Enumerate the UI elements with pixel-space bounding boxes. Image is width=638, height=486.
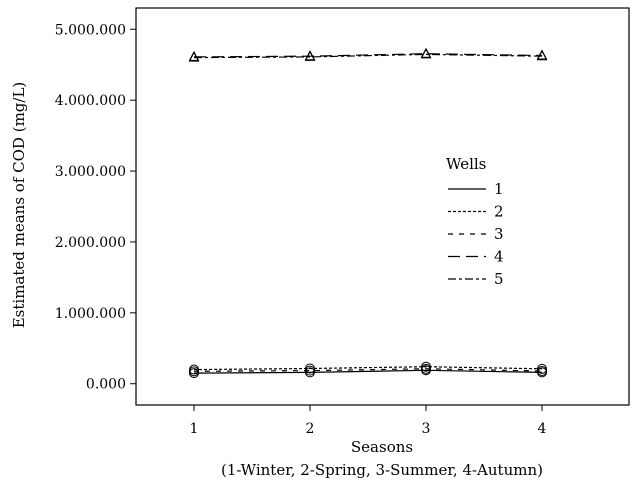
y-tick-label: 1.000.000 xyxy=(55,306,126,322)
data-point xyxy=(536,50,548,61)
legend-label: 2 xyxy=(494,203,504,221)
x-tick-label: 4 xyxy=(538,421,547,437)
y-tick-label: 2.000.000 xyxy=(55,235,126,251)
y-tick-label: 5.000.000 xyxy=(55,22,126,38)
x-axis-label: Seasons xyxy=(351,438,413,456)
legend-label: 3 xyxy=(494,225,504,243)
x-tick-label: 1 xyxy=(190,421,199,437)
data-point xyxy=(421,363,431,374)
x-tick-label: 2 xyxy=(306,421,315,437)
series-line-3 xyxy=(193,368,543,372)
legend-title: Wells xyxy=(446,155,486,173)
series-line-5 xyxy=(193,53,543,59)
x-tick-label: 3 xyxy=(422,421,431,437)
legend-label: 5 xyxy=(494,270,504,288)
series-line-4 xyxy=(193,53,543,58)
legend-label: 1 xyxy=(494,180,504,198)
plot-frame xyxy=(135,7,630,406)
y-tick-label: 0.000 xyxy=(86,377,126,393)
y-axis-label: Estimated means of COD (mg/L) xyxy=(10,82,28,329)
x-axis-note: (1-Winter, 2-Spring, 3-Summer, 4-Autumn) xyxy=(221,461,543,479)
data-point xyxy=(189,366,199,377)
series-layer xyxy=(188,47,548,379)
data-point xyxy=(304,50,316,61)
y-tick-label: 4.000.000 xyxy=(55,93,126,109)
legend-label: 4 xyxy=(494,248,504,266)
data-point xyxy=(188,51,200,62)
legend: Wells 1 2 3 4 5 xyxy=(446,155,504,288)
data-point xyxy=(305,365,315,376)
y-tick-label: 3.000.000 xyxy=(55,164,126,180)
series-line-1 xyxy=(193,369,543,374)
x-axis: 1 2 3 4 xyxy=(190,405,547,437)
y-axis: 0.000 1.000.000 2.000.000 3.000.000 4.000.00… xyxy=(55,22,136,393)
data-point xyxy=(420,48,432,59)
series-line-2 xyxy=(193,366,543,371)
data-point xyxy=(537,365,547,376)
